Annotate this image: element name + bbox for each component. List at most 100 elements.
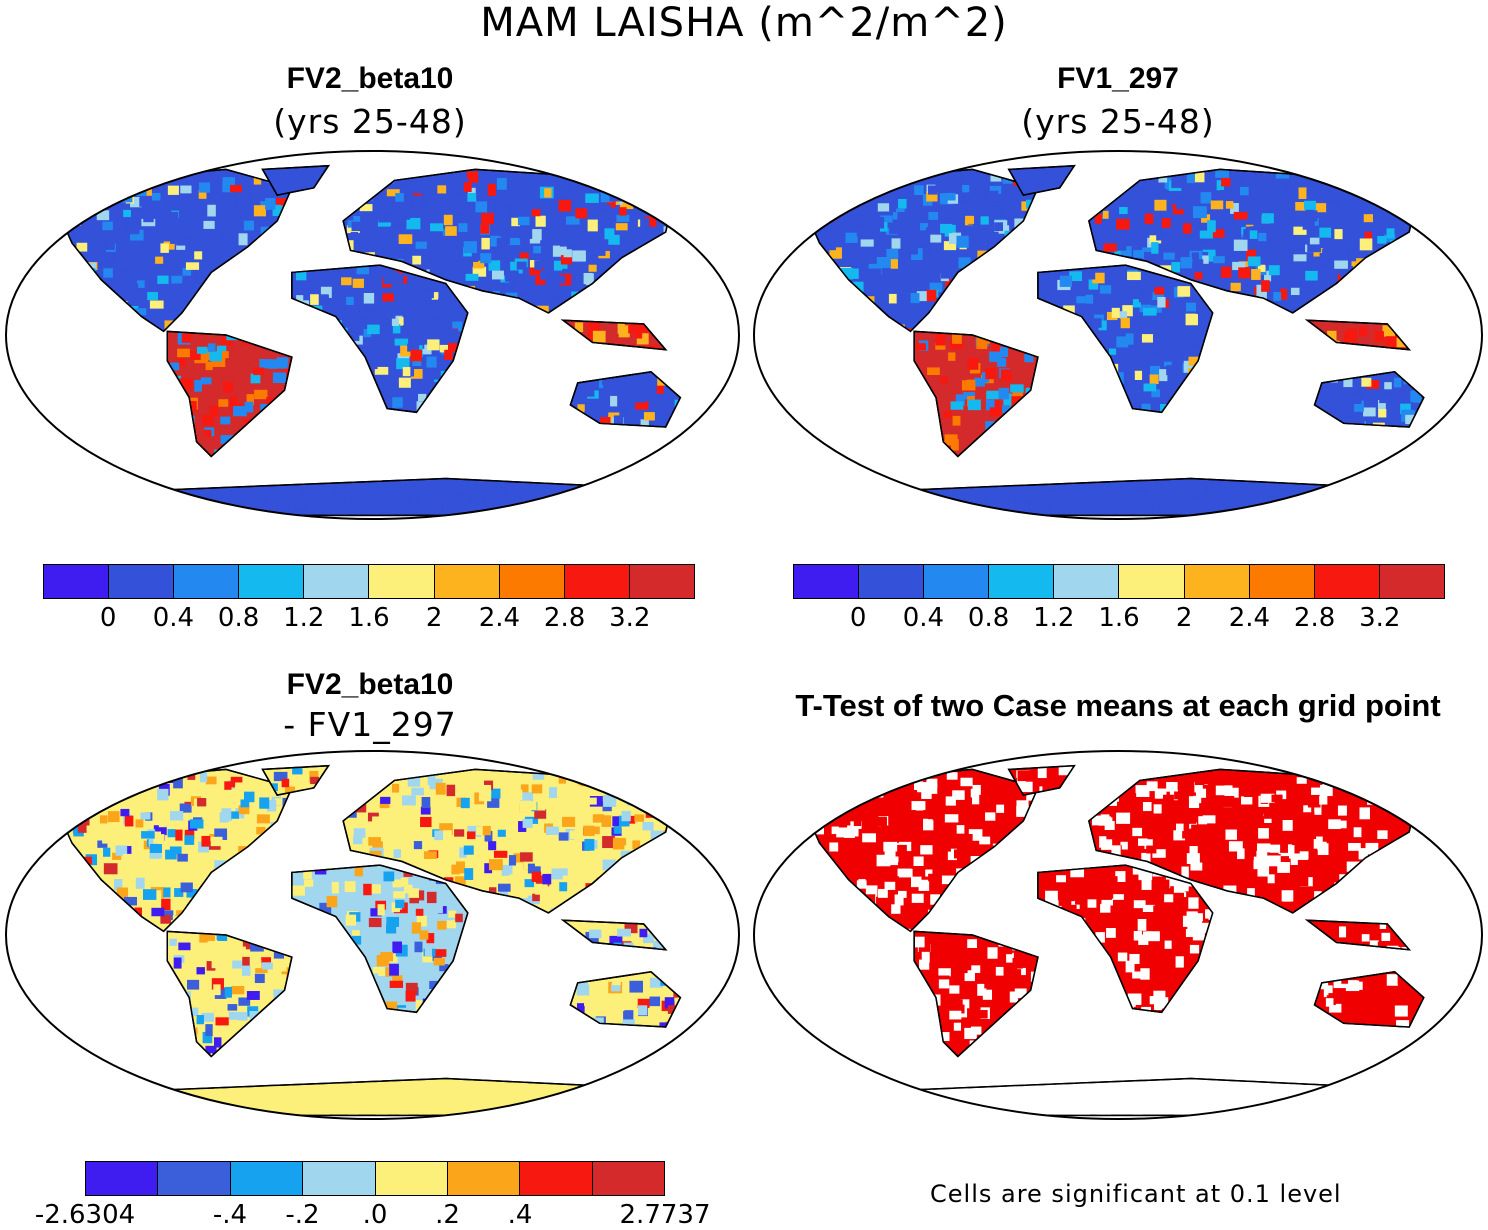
colorbar-swatch xyxy=(44,565,109,598)
panel-tr-title: FV1_297 xyxy=(1057,62,1179,95)
colorbar-tick-label: 2.4 xyxy=(1228,603,1271,633)
map-border xyxy=(5,750,740,1120)
colorbar-swatch xyxy=(628,565,694,598)
colorbar-swatch xyxy=(1378,565,1444,598)
land-region xyxy=(1088,768,1418,914)
panel-bl-title: FV2_beta10 xyxy=(286,668,454,701)
colorbar-swatch xyxy=(1053,565,1119,598)
colorbar-tick-label: 0.8 xyxy=(967,603,1010,633)
land-region xyxy=(342,768,674,914)
land-region xyxy=(560,919,668,951)
land-region xyxy=(1088,168,1418,314)
land-region xyxy=(56,768,293,933)
colorbar-swatch xyxy=(563,565,629,598)
land-region xyxy=(342,168,674,314)
land-region xyxy=(166,930,293,1058)
colorbar-tick-label: 0.4 xyxy=(902,603,945,633)
colorbar-swatch xyxy=(498,565,564,598)
colorbar-tick-label: 0.4 xyxy=(152,603,195,633)
colorbar-tick-label: -2.6304 xyxy=(34,1200,136,1230)
colorbar-tick-label: 1.2 xyxy=(1033,603,1075,633)
colorbar-swatch xyxy=(302,1162,375,1195)
land-region xyxy=(913,330,1039,458)
colorbar-tick-label: -.4 xyxy=(212,1200,248,1230)
panel-tl-title: FV2_beta10 xyxy=(286,62,454,95)
land-region xyxy=(1007,164,1076,197)
colorbar-swatch xyxy=(988,565,1054,598)
land-region xyxy=(261,764,330,797)
colorbar-swatch xyxy=(794,565,859,598)
panel-tr-subtitle: (yrs 25-48) xyxy=(1021,102,1215,141)
colorbar-swatch xyxy=(1248,565,1314,598)
land-region xyxy=(1313,971,1425,1028)
colorbar-tick-label: 0 xyxy=(849,603,867,633)
colorbar-swatch xyxy=(519,1162,592,1195)
land-region xyxy=(560,319,668,351)
colorbar-tr xyxy=(793,564,1445,599)
land-region xyxy=(913,930,1039,1058)
colorbar-tick-label: 2.8 xyxy=(543,603,586,633)
colorbar-swatch xyxy=(303,565,369,598)
colorbar-swatch xyxy=(157,1162,230,1195)
colorbar-tick-label: 3.2 xyxy=(609,603,651,633)
colorbar-tick-label: -.2 xyxy=(285,1200,320,1230)
colorbar-swatch xyxy=(591,1162,664,1195)
land-region xyxy=(569,971,682,1028)
colorbar-tick-label: .2 xyxy=(435,1200,460,1230)
map-border xyxy=(5,150,740,520)
colorbar-swatch xyxy=(374,1162,447,1195)
land-region xyxy=(569,371,682,428)
land-region xyxy=(569,371,682,428)
main-title: MAM LAISHA (m^2/m^2) xyxy=(480,0,1008,46)
colorbar-swatch xyxy=(1313,565,1379,598)
colorbar-swatch xyxy=(1118,565,1184,598)
map-tr xyxy=(753,150,1483,520)
land-region xyxy=(1304,919,1411,951)
colorbar-tick-label: 1.6 xyxy=(1098,603,1140,633)
colorbar-tick-label: .4 xyxy=(507,1200,533,1230)
colorbar-swatch xyxy=(108,565,174,598)
colorbar-tick-label: 2.7737 xyxy=(619,1200,711,1230)
map-br xyxy=(753,750,1483,1120)
land-region xyxy=(1037,864,1214,1014)
colorbar-swatch xyxy=(446,1162,520,1195)
land-region xyxy=(56,168,293,333)
land-region xyxy=(86,477,688,517)
land-region xyxy=(291,264,469,414)
significance-note: Cells are significant at 0.1 level xyxy=(930,1180,1342,1208)
colorbar-swatch xyxy=(173,565,239,598)
panel-tl-subtitle: (yrs 25-48) xyxy=(273,102,467,141)
colorbar-swatch xyxy=(858,565,924,598)
land-region xyxy=(1037,264,1214,414)
colorbar-swatch xyxy=(86,1162,158,1195)
colorbar-bl xyxy=(85,1161,665,1196)
colorbar-tick-label: 0 xyxy=(99,603,117,633)
colorbar-tick-label: 2.8 xyxy=(1293,603,1336,633)
land-region xyxy=(166,330,293,458)
colorbar-tick-label: 2 xyxy=(425,603,443,633)
map-bl xyxy=(5,750,740,1120)
colorbar-swatch xyxy=(229,1162,303,1195)
panel-bl-subtitle: - FV1_297 xyxy=(283,705,457,744)
colorbar-tick-label: 2.4 xyxy=(478,603,521,633)
land-region xyxy=(804,168,1039,333)
colorbar-tick-label: 0.8 xyxy=(217,603,260,633)
land-region xyxy=(1313,371,1425,428)
map-tl xyxy=(5,150,740,520)
land-region xyxy=(1007,764,1076,797)
colorbar-swatch xyxy=(433,565,499,598)
colorbar-swatch xyxy=(1183,565,1249,598)
land-region xyxy=(1304,319,1411,351)
colorbar-tick-label: 1.2 xyxy=(283,603,325,633)
map-border xyxy=(753,750,1483,1120)
colorbar-tick-label: 2 xyxy=(1175,603,1193,633)
colorbar-tl xyxy=(43,564,695,599)
land-region xyxy=(291,864,469,1014)
colorbar-tick-label: 1.6 xyxy=(348,603,390,633)
colorbar-swatch xyxy=(238,565,304,598)
land-region xyxy=(804,768,1039,933)
colorbar-swatch xyxy=(368,565,434,598)
colorbar-tick-label: 3.2 xyxy=(1359,603,1401,633)
land-region xyxy=(261,164,330,197)
map-border xyxy=(753,150,1483,520)
